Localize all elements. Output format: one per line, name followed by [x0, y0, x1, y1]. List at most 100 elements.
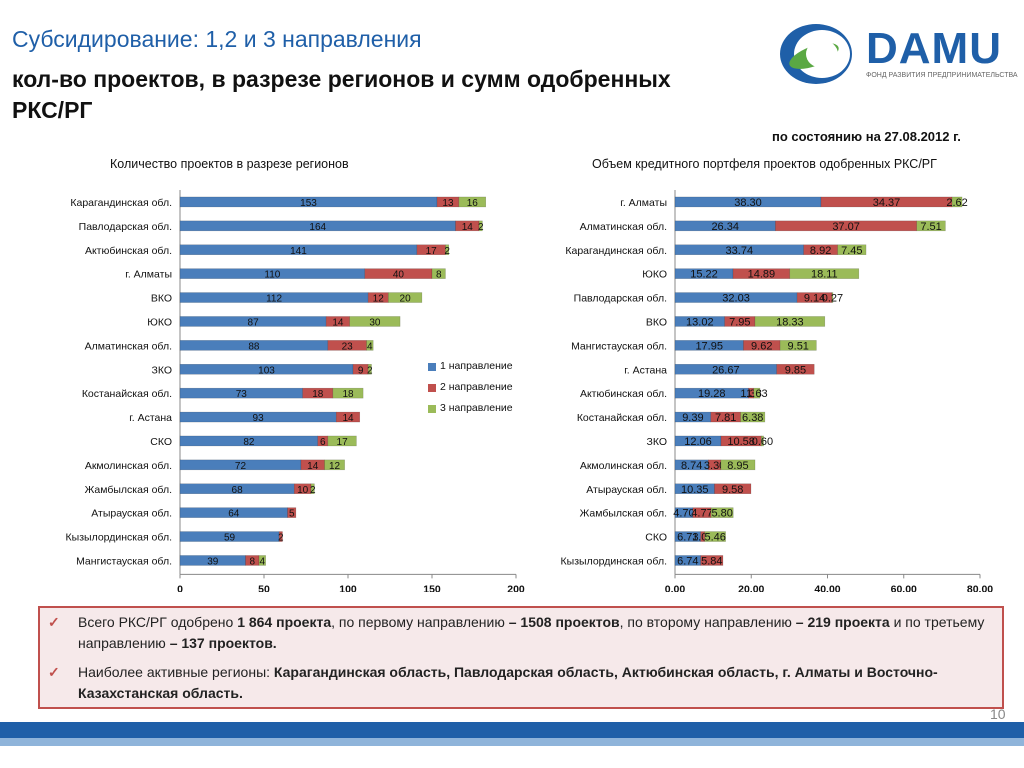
- data-label: 14: [332, 317, 344, 328]
- data-label: 7.81: [715, 412, 736, 424]
- right-chart-title: Объем кредитного портфеля проектов одобр…: [592, 157, 937, 171]
- data-label: 5.80: [711, 508, 732, 520]
- category-label: Кызылординская обл.: [66, 532, 172, 544]
- bar-segment: [310, 483, 315, 494]
- data-label: 8.95: [727, 460, 748, 472]
- bar-segment: [837, 244, 867, 255]
- category-label: СКО: [150, 436, 172, 448]
- data-label: 2: [278, 533, 284, 544]
- data-label: 4: [260, 556, 266, 567]
- data-label: 19.28: [698, 388, 726, 400]
- data-label: 17: [426, 246, 438, 257]
- footer-stripe: [0, 738, 1024, 746]
- category-label: Мангистауская обл.: [76, 555, 172, 567]
- footer-bar: [0, 722, 1024, 738]
- data-label: 17: [337, 437, 349, 448]
- data-label: 10.58: [727, 436, 755, 448]
- data-label: 6.73: [677, 532, 698, 544]
- category-label: Карагандинская обл.: [70, 197, 172, 209]
- bar-segment: [445, 244, 450, 255]
- category-label: Актюбинская обл.: [85, 245, 172, 257]
- bar-segment: [674, 244, 804, 255]
- data-label: 14: [342, 413, 354, 424]
- bar-segment: [951, 196, 963, 208]
- data-label: 18.33: [776, 316, 804, 328]
- data-label: 110: [264, 270, 280, 281]
- data-label: 88: [248, 341, 260, 352]
- left-chart-title: Количество проектов в разрезе регионов: [110, 157, 349, 171]
- bar-segment: [916, 220, 946, 232]
- category-label: Жамбылская обл.: [580, 508, 667, 520]
- data-label: 9.39: [682, 412, 703, 424]
- bar-segment: [431, 268, 446, 279]
- bar-segment: [710, 507, 734, 518]
- slide-subtitle: кол-во проектов, в разрезе регионов и су…: [12, 66, 671, 123]
- category-label: Алматинская обл.: [580, 221, 667, 233]
- logo-subtitle: ФОНД РАЗВИТИЯ ПРЕДПРИНИМАТЕЛЬСТВА: [866, 72, 1018, 79]
- bar-segment: [761, 435, 764, 447]
- data-label: 2: [367, 365, 373, 376]
- data-label: 9.14: [804, 293, 825, 305]
- slide-title: Субсидирование: 1,2 и 3 направления: [12, 26, 422, 52]
- x-tick-label: 50: [258, 583, 270, 592]
- data-label: 18: [312, 389, 324, 400]
- data-label: 12: [373, 294, 385, 305]
- data-label: 73: [236, 389, 248, 400]
- damu-logo-icon: [780, 24, 852, 84]
- category-label: Мангистауская обл.: [571, 340, 667, 352]
- bar-segment: [327, 340, 367, 351]
- data-label: 2: [478, 222, 484, 233]
- data-label: 8: [436, 270, 442, 281]
- bar-segment: [327, 435, 357, 447]
- data-label: 9.62: [751, 340, 772, 352]
- bar-segment: [349, 316, 401, 327]
- data-label: 6.38: [742, 412, 763, 424]
- category-label: Атырауская обл.: [91, 508, 172, 520]
- data-label: 7.51: [920, 221, 941, 233]
- bar-segment: [754, 316, 826, 327]
- data-label: 10: [297, 485, 309, 496]
- category-label: ЗКО: [151, 364, 172, 376]
- bar-segment: [478, 220, 483, 232]
- data-label: 59: [224, 533, 236, 544]
- checkmark-icon: ✓: [48, 614, 60, 630]
- bar-segment: [179, 555, 246, 566]
- bar-segment: [388, 292, 423, 303]
- data-label: 2: [444, 246, 450, 257]
- data-label: 72: [235, 461, 247, 472]
- data-label: 4.70: [673, 508, 694, 520]
- bar-segment: [779, 340, 817, 351]
- data-label: 141: [290, 246, 307, 257]
- report-date: по состоянию на 27.08.2012 г.: [772, 129, 961, 144]
- data-label: 39: [207, 556, 219, 567]
- data-label: 9.58: [722, 484, 743, 496]
- data-label: 93: [253, 413, 265, 424]
- bar-segment: [324, 459, 345, 471]
- x-tick-label: 150: [423, 583, 441, 592]
- category-label: Акмолинская обл.: [580, 460, 667, 472]
- data-label: 87: [248, 317, 260, 328]
- data-label: 23: [342, 341, 354, 352]
- data-label: 40: [393, 270, 405, 281]
- category-label: Павлодарская обл.: [79, 221, 172, 233]
- bar-segment: [831, 292, 834, 303]
- bar-segment: [455, 220, 480, 232]
- data-label: 112: [266, 294, 282, 305]
- data-label: 13: [442, 198, 454, 209]
- data-label: 68: [232, 485, 244, 496]
- x-tick-label: 40.00: [814, 583, 840, 592]
- data-label: 5.84: [701, 555, 722, 567]
- credit-portfolio-chart: 0.00 20.00 40.00 60.00 80.00 г. Алматы 38.30 34…: [561, 190, 993, 592]
- data-label: 14.89: [748, 269, 776, 281]
- data-label: 1.63: [746, 388, 767, 400]
- data-label: 8: [249, 556, 255, 567]
- data-label: 5.46: [705, 532, 726, 544]
- chart-legend: 1 направление 2 направление 3 направлени…: [428, 360, 513, 423]
- data-label: 6.74: [677, 555, 698, 567]
- legend-item-series-3: 3 направление: [428, 402, 513, 423]
- checkmark-icon: ✓: [48, 664, 60, 680]
- category-label: г. Алматы: [620, 197, 667, 209]
- bar-segment: [293, 483, 312, 494]
- page-number: 10: [990, 706, 1006, 722]
- category-label: ЗКО: [646, 436, 667, 448]
